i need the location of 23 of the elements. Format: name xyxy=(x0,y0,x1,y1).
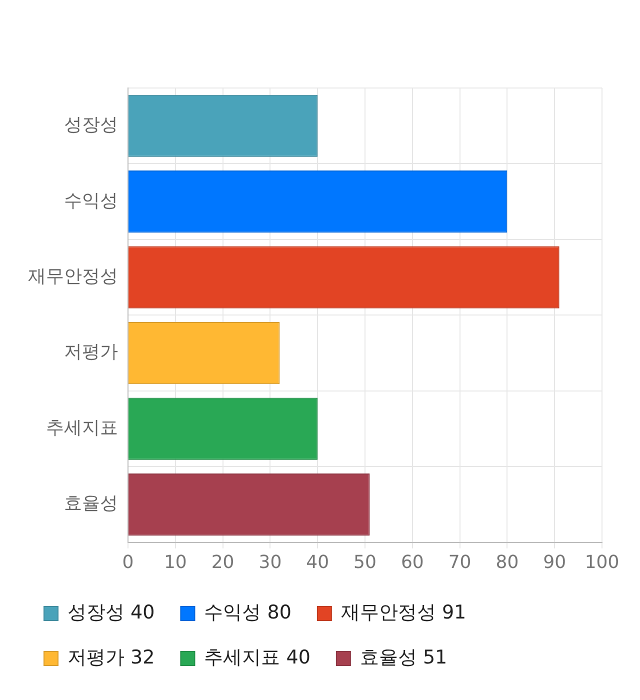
x-tick-label: 70 xyxy=(448,552,472,573)
y-tick-label: 재무안정성 xyxy=(28,266,118,288)
legend-label: 재무안정성 91 xyxy=(340,601,466,624)
x-tick-label: 80 xyxy=(496,552,519,573)
legend-label: 저평가 32 xyxy=(68,646,155,668)
x-tick-label: 60 xyxy=(400,552,424,573)
y-tick-label: 성장성 xyxy=(64,114,118,136)
x-tick-label: 90 xyxy=(543,552,566,573)
legend-label: 성장성 40 xyxy=(68,601,155,624)
x-tick-label: 10 xyxy=(164,552,187,573)
x-tick-label: 0 xyxy=(122,552,134,573)
legend-label: 효율성 51 xyxy=(360,646,448,668)
x-tick-label: 40 xyxy=(306,552,330,573)
y-tick-label: 추세지표 xyxy=(46,417,118,438)
y-tick-label: 효율성 xyxy=(64,493,118,514)
x-tick-label: 50 xyxy=(354,552,376,573)
x-tick-label: 20 xyxy=(211,552,234,573)
legend-label: 수익성 80 xyxy=(204,601,292,624)
x-tick-label: 30 xyxy=(258,552,282,573)
y-tick-label: 수익성 xyxy=(64,190,118,212)
y-tick-label: 저평가 xyxy=(64,342,118,363)
legend-label: 추세지표 40 xyxy=(204,646,310,668)
x-tick-label: 100 xyxy=(584,552,620,573)
